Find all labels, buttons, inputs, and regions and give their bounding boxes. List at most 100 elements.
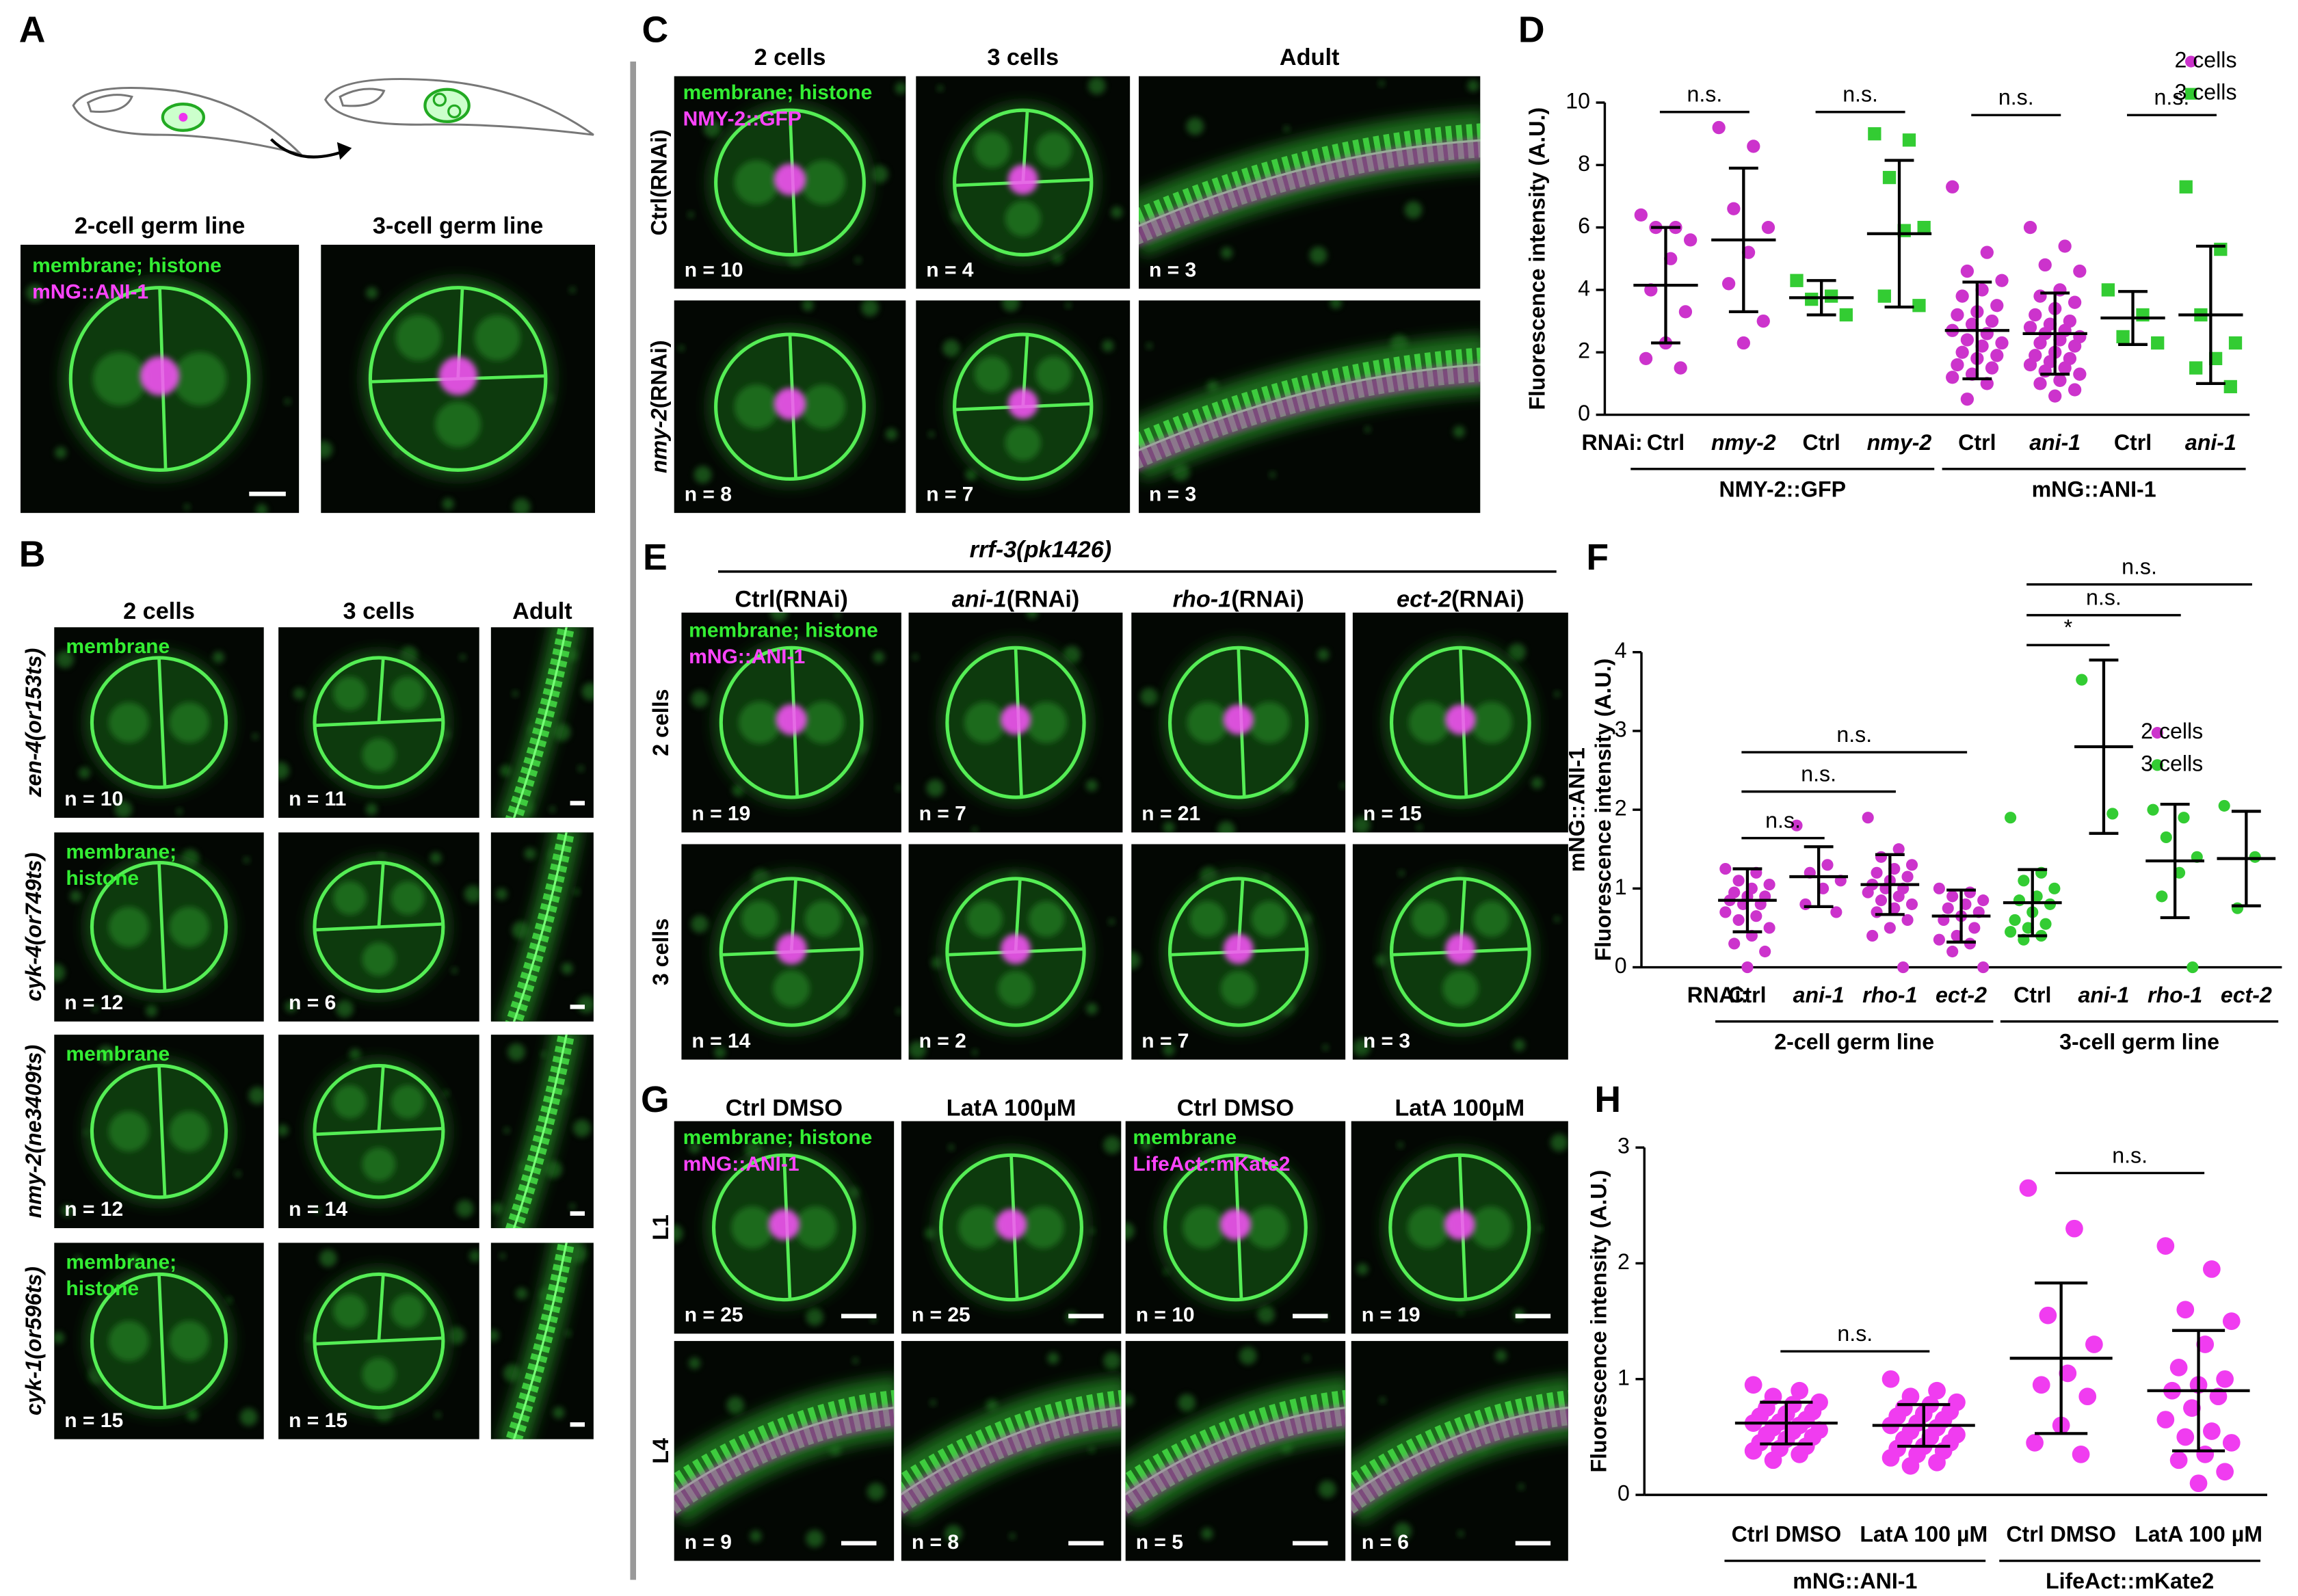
data-point: [1892, 843, 1905, 855]
speckle: [1269, 471, 1276, 478]
nucleus: [801, 384, 846, 429]
magenta-signal: [140, 356, 180, 396]
speckle: [54, 1331, 65, 1344]
speckle: [694, 466, 712, 484]
data-point: [1881, 1370, 1900, 1388]
data-point: [2179, 180, 2193, 194]
data-point: [2176, 1428, 2195, 1446]
label: n = 10: [1136, 1304, 1195, 1327]
nucleus: [169, 1320, 210, 1361]
data-point: [2058, 361, 2072, 375]
nucleus: [974, 356, 1010, 393]
label: 2 cells: [2141, 719, 2203, 743]
speckle: [512, 921, 530, 940]
label: L4: [648, 1438, 673, 1464]
data-point: [2249, 851, 2261, 863]
speckle: [873, 651, 885, 663]
speckle: [688, 1357, 701, 1370]
speckle: [553, 1407, 565, 1419]
magenta-signal: [768, 1209, 800, 1240]
nucleus: [958, 1206, 1001, 1249]
speckle: [1340, 782, 1346, 789]
data-point: [2156, 890, 2168, 903]
speckle: [54, 963, 66, 982]
label: n.s.: [2086, 585, 2122, 610]
label: n = 6: [289, 992, 336, 1014]
label: ani-1(RNAi): [952, 587, 1080, 613]
speckle: [1125, 1394, 1134, 1407]
speckle: [1364, 426, 1371, 433]
speckle: [895, 82, 906, 94]
nucleus: [1408, 702, 1451, 743]
micrograph-content: [54, 1254, 258, 1426]
speckle: [540, 1051, 547, 1058]
micrograph-content: [499, 627, 594, 818]
data-point: [1946, 890, 1959, 903]
data-point: [1875, 851, 1888, 863]
data-point: [2189, 1474, 2208, 1493]
cell-divider: [377, 657, 385, 723]
nucleus: [173, 351, 227, 406]
speckle: [442, 498, 454, 510]
label: 0: [1578, 401, 1590, 425]
speckle: [578, 765, 584, 772]
label: Ctrl DMSO: [1732, 1522, 1842, 1547]
data-point: [2078, 1387, 2097, 1406]
micrograph-content: [687, 82, 906, 267]
speckle: [239, 1408, 258, 1426]
label: 3 cells: [2141, 751, 2203, 775]
label: 1: [1615, 875, 1627, 899]
speckle: [226, 1297, 233, 1303]
data-point: [1905, 898, 1918, 910]
data-point: [1728, 937, 1741, 950]
nucleus: [1029, 901, 1065, 937]
label: 2: [1617, 1249, 1630, 1274]
label: LatA 100 µM: [1860, 1522, 1987, 1547]
data-point: [2013, 894, 2026, 907]
label: membrane;: [66, 1251, 176, 1273]
data-point: [2039, 918, 2052, 930]
magenta-signal: [1007, 388, 1038, 419]
label: membrane: [66, 635, 170, 658]
nucleus: [734, 384, 779, 429]
speckle: [1513, 1039, 1525, 1051]
gonad-edge: [512, 627, 568, 818]
micrograph-content: [56, 650, 259, 818]
speckle: [714, 1046, 726, 1059]
speckle: [184, 504, 190, 510]
nucleus: [1470, 1206, 1512, 1249]
speckle: [1221, 247, 1233, 259]
label: n = 3: [1149, 258, 1196, 281]
label: 3 cells: [343, 598, 415, 624]
nucleus: [801, 160, 846, 205]
speckle: [1163, 821, 1175, 833]
speckle: [1002, 300, 1020, 312]
data-point: [2018, 875, 2030, 887]
label: Ctrl(RNAi): [735, 587, 848, 613]
speckle: [806, 1308, 824, 1326]
data-point: [1990, 349, 2004, 362]
worm-schematic: [72, 78, 594, 160]
label: LatA 100µM: [947, 1095, 1077, 1121]
data-point: [2072, 1445, 2090, 1463]
speckle: [1026, 612, 1038, 619]
micrograph-content: [691, 869, 901, 1059]
speckle: [569, 1203, 576, 1210]
nucleus: [804, 901, 842, 937]
speckle: [1317, 648, 1330, 661]
magenta-signal: [1223, 704, 1254, 735]
label: 4: [1578, 276, 1590, 300]
data-point: [1684, 233, 1698, 247]
label-part: ani-1: [952, 587, 1007, 613]
speckle: [1518, 1483, 1524, 1490]
speckle: [293, 687, 305, 700]
data-point: [2068, 339, 2082, 353]
data-point: [1805, 292, 1819, 306]
label: Ctrl(RNAi): [647, 129, 672, 235]
speckle: [908, 1041, 927, 1059]
data-point: [1884, 922, 1896, 934]
data-point: [1719, 862, 1732, 875]
data-point: [1639, 351, 1653, 366]
data-point: [2228, 336, 2243, 350]
label: 2 cells: [123, 598, 195, 624]
